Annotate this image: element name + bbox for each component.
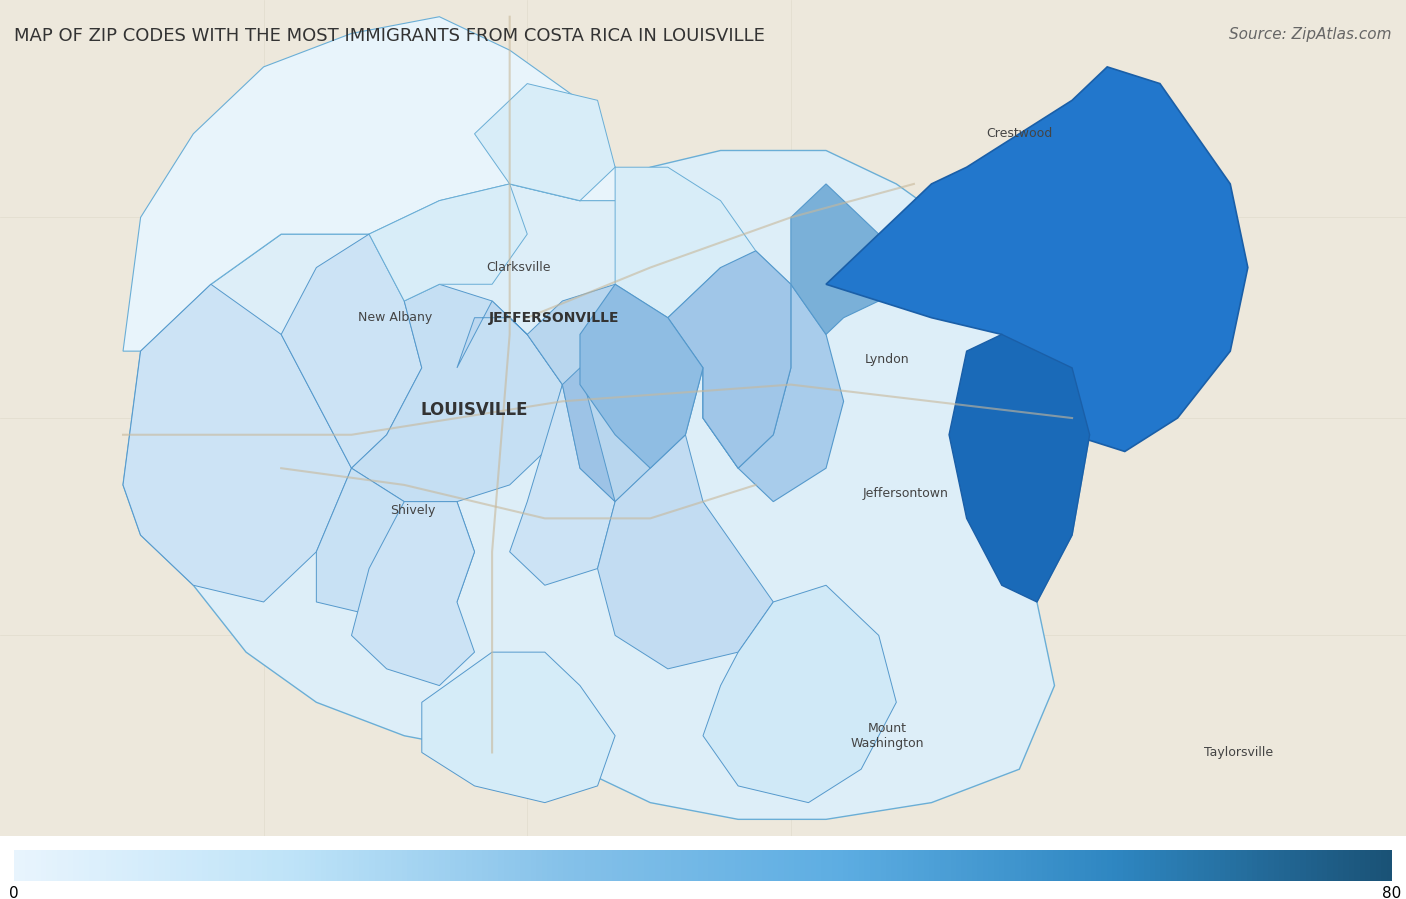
Text: Mount
Washington: Mount Washington [851,722,924,750]
Polygon shape [124,150,1090,819]
Polygon shape [827,67,1249,451]
Polygon shape [598,435,773,669]
Polygon shape [703,585,897,803]
Polygon shape [668,251,792,468]
Text: MAP OF ZIP CODES WITH THE MOST IMMIGRANTS FROM COSTA RICA IN LOUISVILLE: MAP OF ZIP CODES WITH THE MOST IMMIGRANT… [14,27,765,45]
Polygon shape [124,17,651,352]
Polygon shape [581,284,703,468]
Polygon shape [422,652,616,803]
Polygon shape [457,301,562,385]
Polygon shape [562,368,616,502]
Text: JEFFERSONVILLE: JEFFERSONVILLE [488,311,619,325]
Polygon shape [352,284,562,502]
Text: Crestwood: Crestwood [986,128,1053,140]
Text: Lyndon: Lyndon [865,353,910,366]
Text: Taylorsville: Taylorsville [1205,746,1274,759]
Polygon shape [281,234,422,468]
Polygon shape [616,167,792,317]
Polygon shape [792,184,879,334]
Polygon shape [124,284,352,602]
Polygon shape [668,268,844,502]
Text: Shively: Shively [391,503,436,517]
Polygon shape [703,268,792,468]
Polygon shape [352,502,475,686]
Text: New Albany: New Albany [359,311,433,325]
Polygon shape [527,284,703,502]
Text: Clarksville: Clarksville [486,261,551,274]
Text: LOUISVILLE: LOUISVILLE [420,401,529,419]
Polygon shape [316,468,475,619]
Text: Jeffersontown: Jeffersontown [862,486,948,500]
Text: Source: ZipAtlas.com: Source: ZipAtlas.com [1229,27,1392,42]
Polygon shape [370,184,527,301]
FancyBboxPatch shape [0,0,1406,836]
Polygon shape [949,334,1090,602]
Polygon shape [510,385,616,585]
Polygon shape [475,84,616,200]
